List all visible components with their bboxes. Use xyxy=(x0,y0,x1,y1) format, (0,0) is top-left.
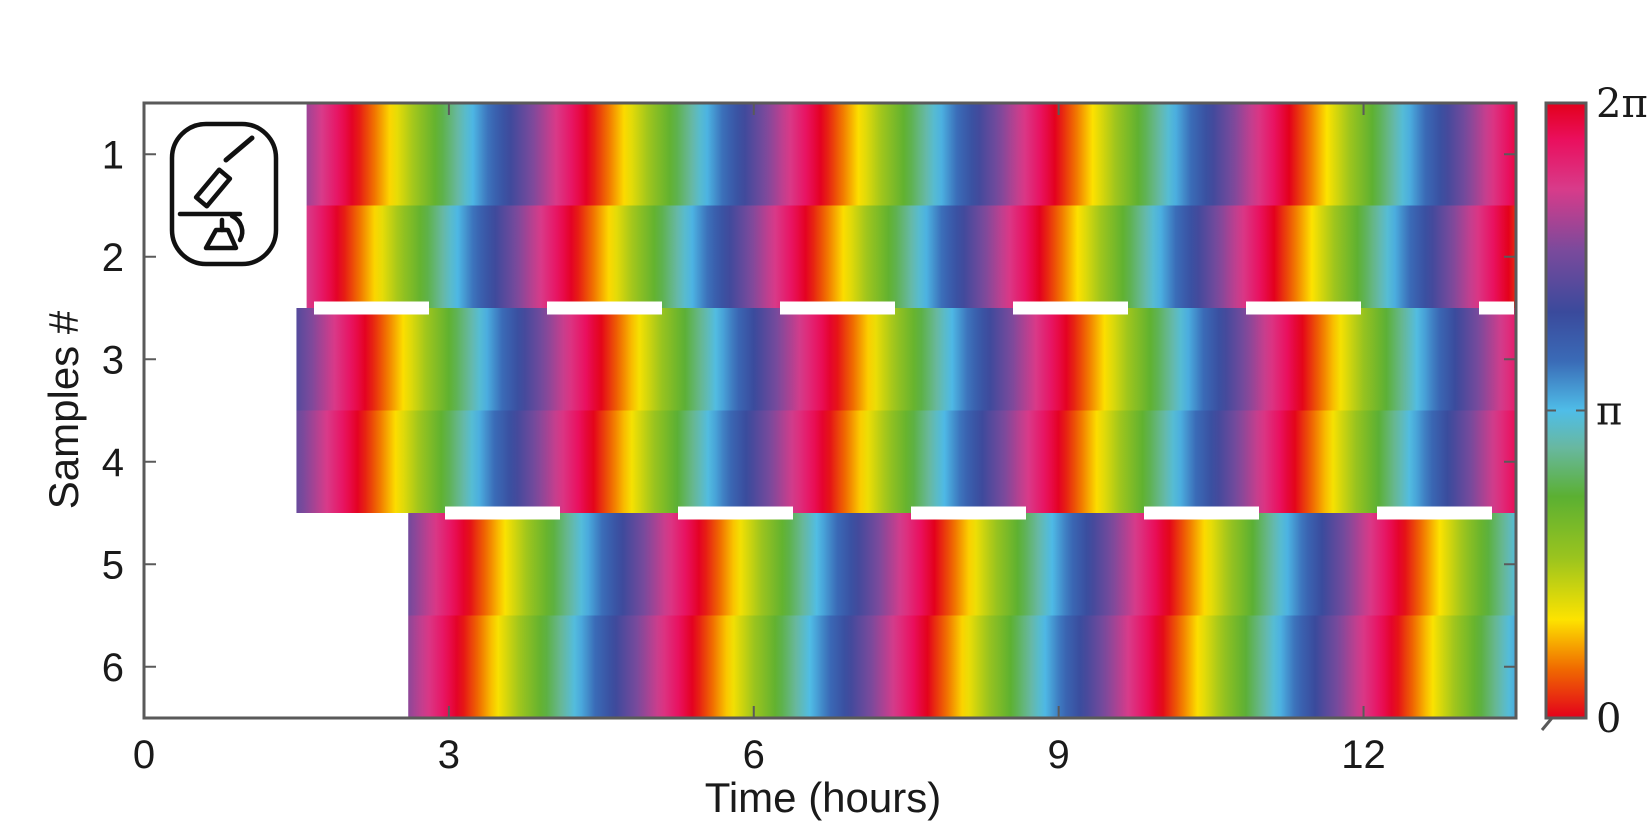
x-tick-label: 6 xyxy=(743,733,765,777)
heatmap-row-sample-5 xyxy=(408,513,1516,616)
heatmap-row-sample-1 xyxy=(306,103,1516,206)
y-tick-label: 5 xyxy=(102,543,124,587)
separators xyxy=(314,301,1514,520)
colorbar-ticks: 0 π 2π xyxy=(1546,81,1648,742)
microscope-icon xyxy=(169,121,279,267)
colorbar-corner-mark xyxy=(1540,717,1554,731)
y-tick-label: 4 xyxy=(102,441,124,485)
plot-frame xyxy=(142,101,1518,720)
heatmap-row-sample-3 xyxy=(296,308,1516,411)
heatmap-rows xyxy=(296,103,1516,718)
y-tick-label: 3 xyxy=(102,338,124,382)
x-tick-label: 12 xyxy=(1341,733,1386,777)
colorbar-tick-label: 0 xyxy=(1596,696,1621,742)
heatmap-row-sample-2 xyxy=(306,205,1516,308)
y-tick-label: 2 xyxy=(102,236,124,280)
heatmap-row-sample-4 xyxy=(296,410,1516,513)
y-axis-title: Samples # xyxy=(40,310,87,509)
y-axis: 1 2 3 4 5 6 xyxy=(102,133,1516,690)
x-axis: 0 3 6 9 12 xyxy=(133,103,1386,777)
x-tick-label: 9 xyxy=(1048,733,1070,777)
x-axis-title: Time (hours) xyxy=(705,774,941,821)
heatmap-row-sample-6 xyxy=(408,615,1516,718)
colorbar-tick-label: π xyxy=(1596,389,1622,435)
y-tick-label: 6 xyxy=(102,646,124,690)
y-tick-label: 1 xyxy=(102,133,124,177)
x-tick-label: 0 xyxy=(133,733,155,777)
colorbar-tick-label: 2π xyxy=(1596,81,1648,127)
x-tick-label: 3 xyxy=(438,733,460,777)
